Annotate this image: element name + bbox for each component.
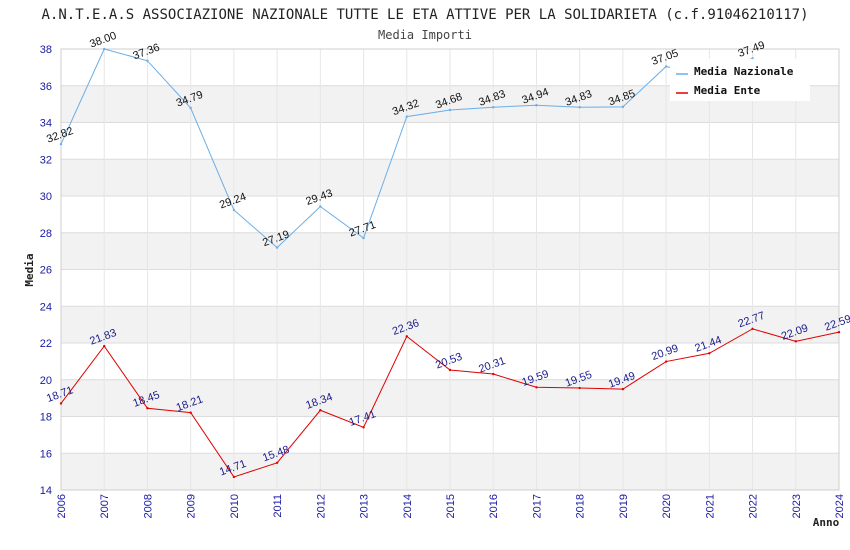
data-point-ente (535, 386, 538, 389)
data-point-nazionale (664, 65, 668, 68)
data-point-ente (578, 386, 581, 390)
x-tick-label: 2008 (142, 494, 154, 518)
data-point-ente (319, 409, 322, 412)
data-point-nazionale (578, 106, 581, 109)
data-point-ente (232, 475, 236, 479)
y-tick-label: 14 (40, 485, 52, 497)
y-tick-label: 34 (40, 118, 52, 130)
x-tick-label: 2018 (575, 494, 587, 518)
data-point-ente (621, 387, 625, 391)
data-point-ente (275, 461, 279, 465)
x-tick-label: 2022 (748, 494, 760, 518)
y-tick-label: 22 (40, 338, 52, 350)
x-axis-ticks: 2006 2007 2008 2009 2010 2011 2012 2013 2014 2015… (56, 494, 846, 518)
data-point-nazionale (146, 59, 149, 62)
x-tick-label: 2016 (488, 494, 500, 518)
chart-subtitle: Media Importi (378, 28, 472, 42)
x-tick-label: 2014 (402, 494, 414, 518)
data-point-nazionale (189, 106, 192, 110)
data-point-ente (103, 344, 106, 348)
legend-label-nazionale: Media Nazionale (694, 65, 794, 78)
y-tick-label: 20 (40, 375, 52, 387)
data-point-nazionale (232, 208, 236, 212)
data-point-ente (146, 407, 149, 410)
x-tick-label: 2019 (618, 494, 630, 518)
data-point-nazionale (621, 105, 625, 109)
y-tick-label: 38 (40, 44, 52, 56)
x-tick-label: 2024 (834, 494, 846, 518)
data-point-ente (492, 372, 495, 376)
x-axis-label: Anno (813, 516, 840, 529)
data-point-nazionale (362, 236, 365, 240)
x-tick-label: 2011 (272, 494, 284, 518)
legend-label-ente: Media Ente (694, 84, 761, 97)
y-tick-label: 28 (40, 228, 52, 240)
x-tick-label: 2012 (315, 494, 327, 518)
data-point-nazionale (275, 246, 279, 249)
x-tick-label: 2010 (229, 494, 241, 518)
data-point-ente (837, 330, 841, 334)
data-point-ente (405, 335, 408, 338)
data-point-nazionale (448, 108, 452, 112)
y-axis-ticks: 14 16 18 20 22 24 26 28 30 32 34 36 38 (40, 44, 52, 497)
x-tick-label: 2007 (99, 494, 111, 518)
y-tick-label: 24 (40, 301, 52, 313)
legend: Media Nazionale Media Ente (670, 59, 810, 101)
data-point-nazionale (319, 205, 322, 208)
y-tick-label: 30 (40, 191, 52, 203)
data-label-nazionale: 38.00 (88, 30, 118, 51)
data-point-ente (448, 368, 452, 372)
plot-frame (60, 48, 840, 491)
x-tick-label: 2015 (445, 494, 457, 518)
x-tick-label: 2017 (531, 494, 543, 518)
chart-title: A.N.T.E.A.S ASSOCIAZIONE NAZIONALE TUTTE… (41, 7, 808, 23)
data-point-nazionale (751, 57, 754, 60)
x-tick-label: 2020 (661, 494, 673, 518)
y-axis-label: Media (23, 253, 36, 286)
data-point-ente (59, 402, 63, 405)
data-point-nazionale (59, 142, 63, 146)
y-tick-label: 18 (40, 412, 52, 424)
data-point-ente (751, 327, 754, 331)
data-point-ente (664, 360, 668, 363)
x-tick-label: 2009 (186, 494, 198, 518)
data-point-nazionale (535, 104, 538, 107)
data-point-nazionale (492, 106, 495, 109)
grid-lines (60, 48, 840, 491)
data-point-ente (708, 352, 711, 355)
data-point-ente (189, 411, 192, 414)
y-tick-label: 16 (40, 448, 52, 460)
x-tick-label: 2021 (704, 494, 716, 518)
legend-box (670, 59, 810, 101)
data-point-ente (362, 426, 365, 429)
data-point-nazionale (405, 115, 408, 118)
y-tick-label: 26 (40, 265, 52, 277)
x-tick-label: 2023 (791, 494, 803, 518)
x-tick-label: 2006 (56, 494, 68, 518)
data-point-ente (794, 340, 797, 343)
data-point-nazionale (103, 47, 106, 51)
y-tick-label: 36 (40, 81, 52, 93)
x-tick-label: 2013 (359, 494, 371, 518)
y-tick-label: 32 (40, 154, 52, 166)
